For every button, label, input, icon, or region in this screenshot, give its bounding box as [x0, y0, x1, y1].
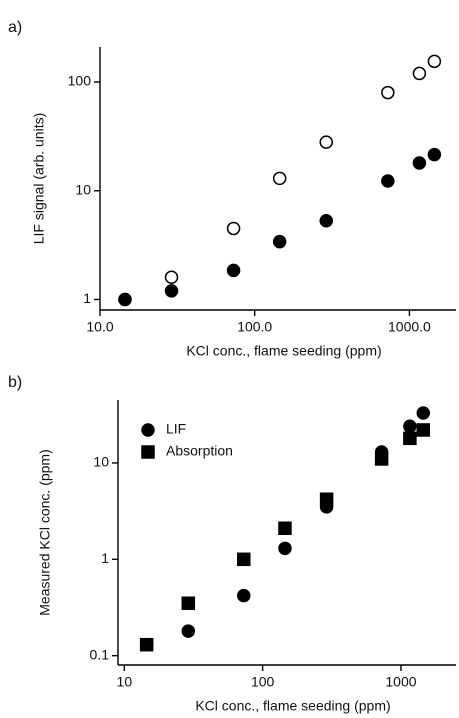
marker [226, 221, 241, 236]
marker [118, 292, 132, 307]
marker [181, 624, 196, 638]
x-tick-label: 10 [117, 674, 133, 690]
marker [403, 431, 417, 446]
marker [416, 423, 431, 437]
marker [164, 270, 179, 285]
marker [381, 174, 395, 188]
y-tick-label: 100 [68, 73, 92, 89]
y-tick-label: 1 [101, 550, 109, 566]
marker [374, 452, 389, 466]
marker [272, 171, 287, 186]
marker [319, 213, 334, 228]
y-axis-title: LIF signal (arb. units) [31, 113, 47, 245]
marker [139, 637, 154, 652]
x-axis-title: KCl conc., flame seeding (ppm) [195, 698, 390, 714]
y-tick-label: 1 [83, 290, 91, 306]
marker [236, 552, 251, 567]
x-tick-label: 10.0 [86, 319, 113, 335]
marker [226, 263, 241, 278]
legend-label: LIF [166, 421, 186, 437]
marker [181, 596, 196, 610]
panel-label: b) [8, 374, 22, 391]
marker [416, 406, 431, 420]
panel-label: a) [8, 19, 22, 36]
legend-label: Absorption [166, 443, 233, 459]
marker [427, 54, 442, 69]
x-tick-label: 100.0 [237, 319, 272, 335]
y-tick-label: 0.1 [90, 646, 110, 662]
legend-marker [141, 445, 155, 459]
marker [319, 135, 334, 149]
marker [272, 234, 287, 249]
marker [236, 588, 251, 603]
marker [278, 541, 292, 556]
y-tick-label: 10 [93, 454, 109, 470]
marker [403, 419, 417, 434]
y-axis-title: Measured KCl conc. (ppm) [37, 449, 53, 616]
legend-marker [141, 423, 155, 437]
marker [381, 85, 395, 100]
marker [412, 66, 427, 81]
marker [319, 492, 334, 506]
x-tick-label: 1000.0 [388, 319, 431, 335]
marker [412, 156, 427, 170]
marker [427, 147, 442, 162]
y-tick-label: 10 [75, 181, 91, 197]
marker [278, 521, 292, 536]
x-tick-label: 100 [251, 674, 275, 690]
marker [164, 284, 179, 298]
x-tick-label: 1000 [385, 674, 416, 690]
x-axis-title: KCl conc., flame seeding (ppm) [186, 343, 381, 359]
